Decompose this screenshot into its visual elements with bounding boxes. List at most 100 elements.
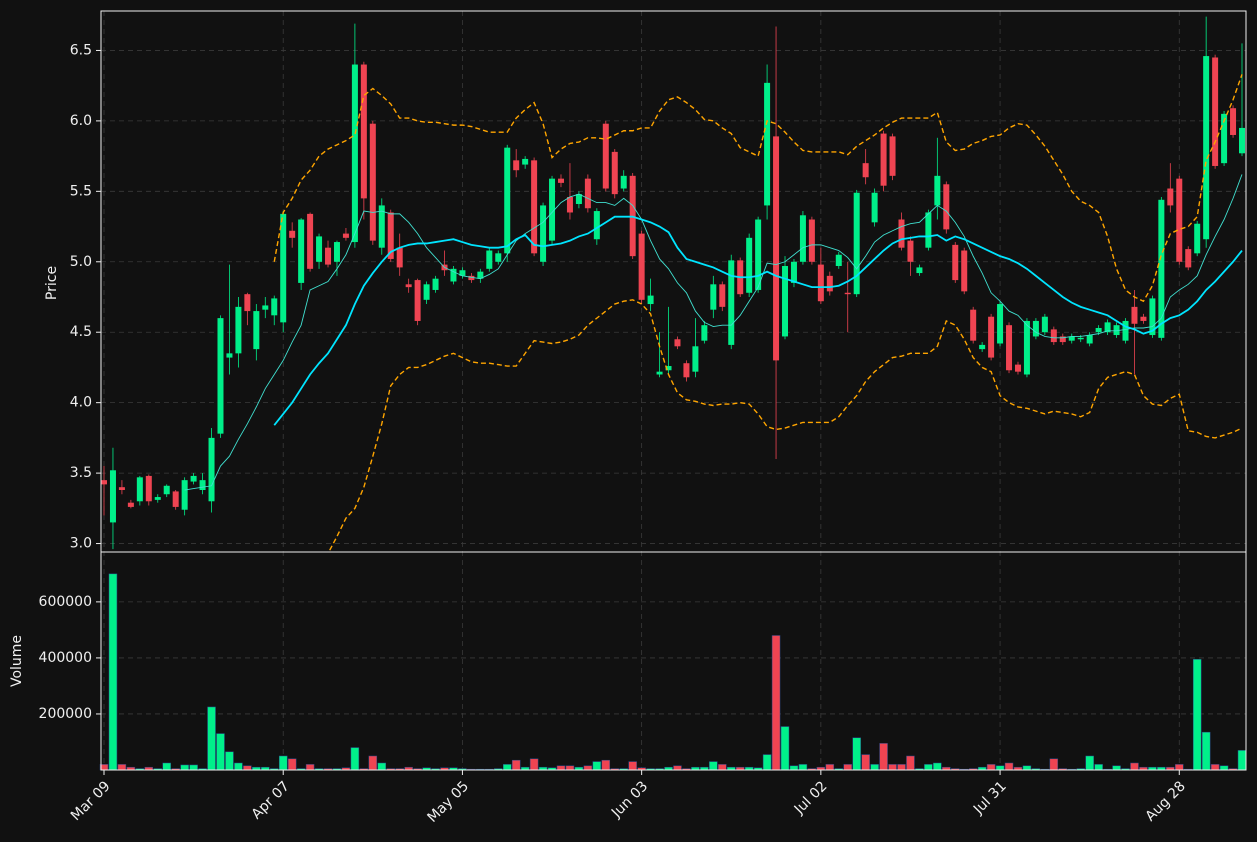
candle-body <box>1239 127 1245 154</box>
volume-bar <box>565 765 575 771</box>
candle-body <box>692 346 699 372</box>
candle-body <box>118 487 125 491</box>
candle-body <box>835 254 842 267</box>
volume-bar <box>1004 762 1014 771</box>
candle-body <box>943 184 950 230</box>
volume-bar <box>592 761 602 771</box>
volume-bar <box>870 764 879 771</box>
volume-bar <box>108 573 118 771</box>
volume-bar <box>243 765 252 771</box>
price-plot <box>101 16 1245 552</box>
candle-body <box>1059 336 1066 343</box>
volume-bar <box>180 764 189 771</box>
volume-bar <box>1049 758 1059 771</box>
volume-bar <box>189 764 198 771</box>
volume-bar <box>1130 762 1139 771</box>
candle-body <box>154 497 161 500</box>
candle-body <box>620 175 627 189</box>
candle-body <box>307 213 314 269</box>
volume-bar <box>1094 764 1103 771</box>
candle-body <box>145 475 152 502</box>
candle-body <box>468 275 475 281</box>
volume-bar <box>601 759 611 771</box>
candle-body <box>1086 335 1093 344</box>
candle-body <box>101 480 107 485</box>
volume-bar <box>529 758 539 771</box>
candle-body <box>396 247 403 268</box>
candle-body <box>495 253 502 262</box>
candle-body <box>1032 320 1039 337</box>
volume-bar <box>933 762 942 771</box>
candle-body <box>360 64 367 199</box>
candle-body <box>450 268 457 282</box>
volume-bar <box>852 737 861 771</box>
candle-body <box>109 470 116 523</box>
volume-bar <box>709 761 718 771</box>
y-tick-label: 6.0 <box>70 113 92 129</box>
candle-body <box>593 211 600 240</box>
indicator-line <box>273 215 1243 426</box>
candle-body <box>163 485 170 495</box>
volume-plot <box>99 573 1247 771</box>
candle-body <box>844 292 851 295</box>
volume-bar <box>789 765 799 771</box>
candle-body <box>235 306 242 354</box>
candle-body <box>199 480 206 491</box>
volume-bar <box>1201 731 1211 771</box>
volume-bar <box>225 751 234 771</box>
volume-bar <box>995 765 1005 771</box>
candle-body <box>1068 336 1075 341</box>
candle-body <box>799 215 806 262</box>
candle-body <box>1230 108 1237 135</box>
candle-body <box>808 219 815 262</box>
candle-body <box>647 295 654 305</box>
candle-body <box>181 480 188 510</box>
candle-body <box>1203 56 1210 240</box>
candle-body <box>1221 113 1228 164</box>
candle-body <box>280 213 287 323</box>
volume-bar <box>825 764 835 771</box>
candle-body <box>387 212 394 259</box>
candle-body <box>1158 199 1165 338</box>
candle-body <box>459 270 466 276</box>
candle-body <box>719 284 726 307</box>
candle-body <box>575 194 582 205</box>
volume-bar <box>861 754 870 771</box>
candle-body <box>540 205 547 262</box>
candle-body <box>477 271 484 279</box>
y-tick-label: 5.5 <box>70 183 92 199</box>
candle-body <box>817 264 824 302</box>
candle-body <box>656 371 663 375</box>
candle-body <box>1149 298 1156 336</box>
candle-body <box>423 284 430 300</box>
candle-body <box>638 233 645 300</box>
candle-body <box>432 278 439 290</box>
candle-body <box>665 366 672 371</box>
volume-bar <box>583 765 593 771</box>
candle-body <box>710 284 717 310</box>
candle-body <box>988 316 995 358</box>
candle-body <box>1194 223 1201 254</box>
candle-body <box>549 178 556 241</box>
volume-bar <box>287 758 297 771</box>
candle-body <box>253 311 260 350</box>
candle-body <box>127 502 134 507</box>
volume-bar <box>628 761 637 771</box>
candle-body <box>414 280 421 321</box>
volume-bar <box>377 762 387 771</box>
candle-body <box>952 244 959 281</box>
y-tick-label: 3.5 <box>70 465 92 481</box>
volume-bar <box>1192 659 1202 771</box>
candle-body <box>566 196 573 213</box>
candle-body <box>764 82 771 206</box>
candle-body <box>790 261 797 283</box>
candle-body <box>1104 322 1111 333</box>
volume-bar <box>1210 764 1220 771</box>
candle-body <box>683 363 690 378</box>
volume-bar <box>234 762 243 771</box>
candle-body <box>898 219 905 248</box>
volume-bar <box>1219 765 1229 771</box>
candle-body <box>826 275 833 292</box>
